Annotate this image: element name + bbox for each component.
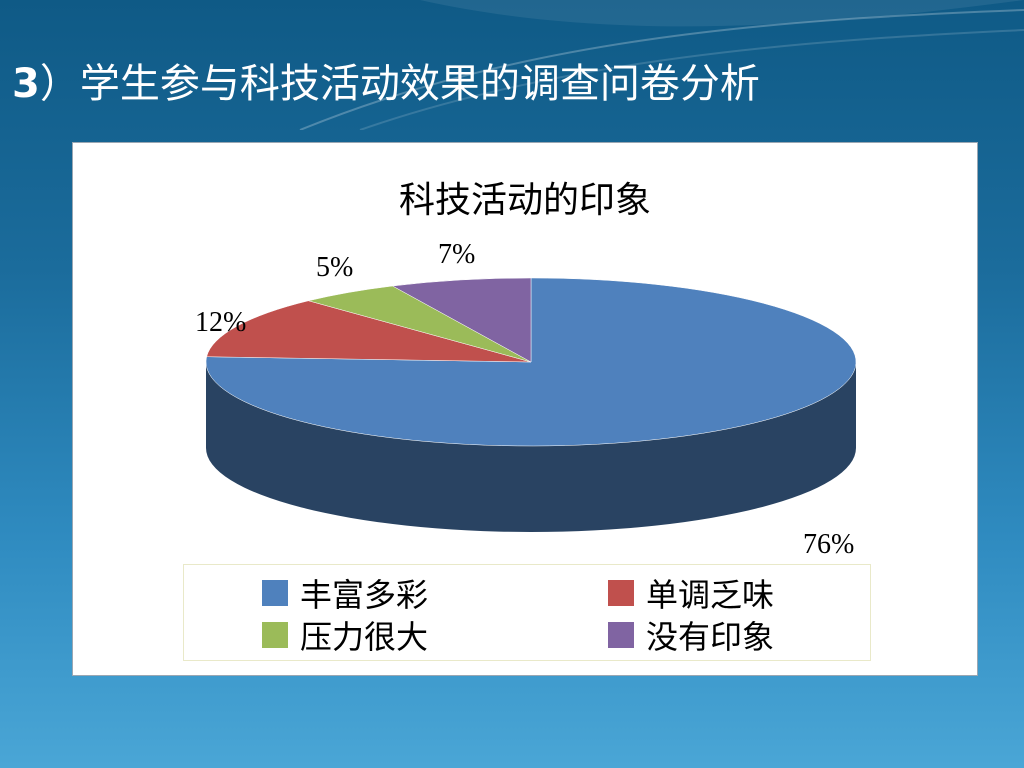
slide-title-number: 3	[12, 61, 40, 107]
slide-title: 3）学生参与科技活动效果的调查问卷分析	[12, 58, 760, 110]
legend-item-压力很大: 压力很大	[262, 615, 429, 656]
chart-title: 科技活动的印象	[398, 180, 651, 221]
data-label-没有印象: 7%	[438, 239, 475, 270]
slide-title-text: ）学生参与科技活动效果的调查问卷分析	[39, 61, 760, 107]
legend-label: 丰富多彩	[300, 576, 429, 614]
legend-label: 压力很大	[300, 618, 429, 656]
pie-slice-没有印象	[391, 277, 532, 363]
legend-swatch	[262, 622, 288, 648]
legend-label: 单调乏味	[646, 576, 775, 614]
pie-chart: 76% 12% 5% 7%	[195, 239, 857, 560]
legend-swatch	[262, 580, 288, 606]
chart-legend: 丰富多彩 单调乏味压力很大 没有印象	[183, 564, 871, 661]
pie-slice-单调乏味	[206, 300, 532, 363]
legend-swatch	[608, 580, 634, 606]
legend-item-丰富多彩: 丰富多彩	[262, 573, 429, 614]
chart-frame: 科技活动的印象 76% 12% 5% 7% 丰富多彩 单调乏味压力很大 没有印象	[72, 142, 978, 676]
pie-side-0	[206, 362, 856, 532]
legend-item-单调乏味: 单调乏味	[608, 573, 775, 614]
legend-item-没有印象: 没有印象	[608, 615, 775, 656]
legend-swatch	[608, 622, 634, 648]
data-label-单调乏味: 12%	[195, 307, 246, 338]
data-label-丰富多彩: 76%	[803, 529, 854, 560]
header-swoosh-decoration	[299, 0, 1024, 130]
legend-label: 没有印象	[646, 618, 775, 656]
data-label-压力很大: 5%	[316, 252, 353, 283]
